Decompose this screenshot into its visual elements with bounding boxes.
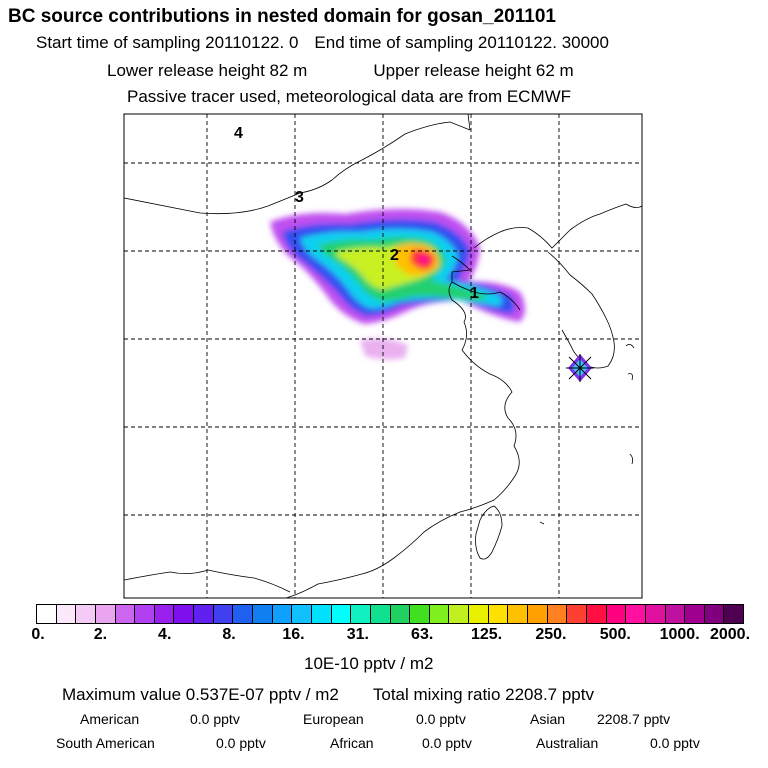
region-name: South American bbox=[56, 735, 155, 751]
tracer-note: Passive tracer used, meteorological data… bbox=[127, 87, 572, 106]
colorbar-segment bbox=[665, 605, 686, 623]
colorbar-tick-label: 125. bbox=[470, 626, 503, 643]
colorbar-tick-label: 2000. bbox=[709, 626, 751, 643]
maximum-value: Maximum value 0.537E-07 pptv / m2 bbox=[62, 685, 339, 704]
colorbar-tick-label: 1000. bbox=[659, 626, 700, 643]
colorbar-segment bbox=[685, 605, 705, 623]
region-value: 0.0 pptv bbox=[422, 735, 472, 751]
colorbar-segment bbox=[135, 605, 155, 623]
region-value: 0.0 pptv bbox=[216, 735, 266, 751]
region-name: Australian bbox=[536, 735, 599, 751]
colorbar-segment bbox=[488, 605, 509, 623]
region-value: 2208.7 pptv bbox=[597, 711, 671, 727]
colorbar-segment bbox=[704, 605, 725, 623]
colorbar-segment bbox=[429, 605, 450, 623]
colorbar-segment bbox=[645, 605, 666, 623]
summary-line: Maximum value 0.537E-07 pptv / m2 Total m… bbox=[62, 685, 594, 705]
colorbar-units: 10E-10 pptv / m2 bbox=[304, 654, 434, 673]
concentration-plume bbox=[270, 208, 525, 360]
upper-release-height: Upper release height 62 m bbox=[373, 61, 574, 80]
graticule bbox=[124, 114, 642, 598]
sampling-start: Start time of sampling 20110122. 0 bbox=[36, 33, 299, 52]
colorbar-segment bbox=[390, 605, 411, 623]
position-label-2: 2 bbox=[390, 247, 399, 264]
colorbar-segment bbox=[469, 605, 489, 623]
release-heights: Lower release height 82 m Upper release h… bbox=[107, 61, 574, 81]
region-value: 0.0 pptv bbox=[650, 735, 700, 751]
region-name: European bbox=[303, 711, 364, 727]
colorbar-tick-label: 2. bbox=[93, 626, 108, 643]
position-label-4: 4 bbox=[234, 125, 243, 142]
plot-title: BC source contributions in nested domain… bbox=[8, 6, 556, 27]
colorbar-segment bbox=[724, 605, 744, 623]
position-label-3: 3 bbox=[295, 189, 304, 206]
region-value: 0.0 pptv bbox=[416, 711, 466, 727]
colorbar-segment bbox=[76, 605, 96, 623]
colorbar-segment bbox=[233, 605, 254, 623]
colorbar-segment bbox=[410, 605, 430, 623]
colorbar-segment bbox=[370, 605, 391, 623]
colorbar-segment bbox=[194, 605, 214, 623]
colorbar-tick-label: 500. bbox=[599, 626, 631, 643]
region-name: African bbox=[330, 735, 374, 751]
colorbar-segment bbox=[528, 605, 548, 623]
region-value: 0.0 pptv bbox=[190, 711, 240, 727]
coastlines bbox=[124, 114, 642, 598]
colorbar-segment bbox=[253, 605, 273, 623]
colorbar-segment bbox=[567, 605, 587, 623]
sampling-end: End time of sampling 20110122. 30000 bbox=[314, 33, 609, 52]
colorbar-segment bbox=[331, 605, 352, 623]
total-mixing-ratio: Total mixing ratio 2208.7 pptv bbox=[372, 685, 594, 704]
position-label-1: 1 bbox=[470, 285, 479, 302]
colorbar-segment bbox=[272, 605, 293, 623]
colorbar-segment bbox=[351, 605, 371, 623]
colorbar-segment bbox=[311, 605, 332, 623]
colorbar-segment bbox=[606, 605, 627, 623]
colorbar-tick-label: 63. bbox=[411, 626, 434, 643]
colorbar-tick-label: 31. bbox=[346, 626, 369, 643]
colorbar-segment bbox=[626, 605, 646, 623]
colorbar-tick-label: 8. bbox=[222, 626, 236, 643]
colorbar-segment bbox=[154, 605, 175, 623]
colorbar-tick-label: 16. bbox=[282, 626, 305, 643]
colorbar-tick-label: 4. bbox=[158, 626, 172, 643]
colorbar-tick-label: 250. bbox=[535, 626, 567, 643]
colorbar-segment bbox=[37, 605, 57, 623]
region-name: Asian bbox=[530, 711, 566, 727]
colorbar bbox=[36, 604, 744, 624]
colorbar-tick-label: 0. bbox=[31, 626, 45, 643]
lower-release-height: Lower release height 82 m bbox=[107, 61, 308, 80]
colorbar-segment bbox=[547, 605, 568, 623]
receptor-marker bbox=[566, 354, 594, 382]
colorbar-segment bbox=[586, 605, 607, 623]
sampling-times: Start time of sampling 20110122. 0 End ti… bbox=[36, 33, 609, 53]
colorbar-segment bbox=[115, 605, 136, 623]
colorbar-segment bbox=[213, 605, 234, 623]
colorbar-segment bbox=[292, 605, 312, 623]
colorbar-segment bbox=[449, 605, 470, 623]
colorbar-segment bbox=[56, 605, 77, 623]
colorbar-segment bbox=[174, 605, 195, 623]
colorbar-segment bbox=[508, 605, 529, 623]
region-name: American bbox=[80, 711, 140, 727]
map-frame bbox=[123, 113, 643, 599]
colorbar-segment bbox=[95, 605, 116, 623]
